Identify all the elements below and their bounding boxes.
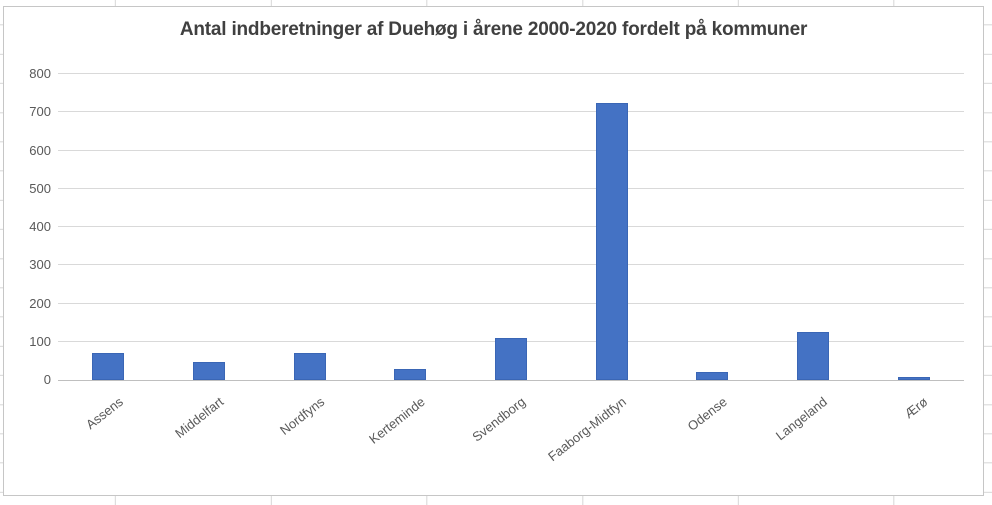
y-tick-label: 400 [29, 219, 51, 234]
x-tick-label: Nordfyns [276, 394, 327, 438]
y-tick-label: 0 [43, 372, 51, 387]
y-tick-label: 100 [29, 333, 51, 349]
bar-middelfart[interactable] [193, 362, 225, 380]
y-tick-label: 700 [29, 104, 51, 120]
x-tick-label: Faaborg-Midtfyn [545, 394, 629, 465]
y-tick-label: 300 [29, 257, 51, 273]
bar-assens[interactable] [92, 353, 125, 380]
x-tick-label: Svendborg [469, 394, 529, 445]
bar-odense[interactable] [696, 372, 729, 380]
gridline [58, 264, 964, 266]
bar-langeland[interactable] [797, 332, 829, 380]
bar-faaborg-midtfyn[interactable] [595, 103, 628, 380]
bar-svendborg[interactable] [495, 338, 527, 380]
bar--r-[interactable] [897, 377, 930, 380]
bar-kerteminde[interactable] [394, 369, 427, 380]
gridline [58, 302, 964, 304]
chart-object[interactable]: Antal indberetninger af Duehøg i årene 2… [3, 6, 984, 496]
x-tick-label: Langeland [773, 394, 831, 444]
bar-nordfyns[interactable] [293, 353, 326, 380]
y-tick-label: 600 [29, 142, 51, 158]
gridline [58, 149, 964, 151]
chart-title: Antal indberetninger af Duehøg i årene 2… [179, 19, 808, 40]
gridline [58, 111, 964, 113]
x-tick-label: Kerteminde [365, 394, 428, 447]
y-tick-label: 200 [29, 295, 51, 311]
y-tick-label: 500 [29, 180, 51, 196]
x-tick-label: Ærø [901, 394, 931, 422]
gridline [58, 73, 964, 74]
y-tick-label: 800 [29, 66, 51, 81]
x-tick-label: Middelfart [172, 394, 227, 441]
x-tick-label: Assens [82, 394, 126, 433]
gridline [58, 187, 964, 189]
gridline [58, 226, 964, 227]
x-tick-label: Odense [684, 394, 730, 434]
plot-area [58, 73, 964, 381]
